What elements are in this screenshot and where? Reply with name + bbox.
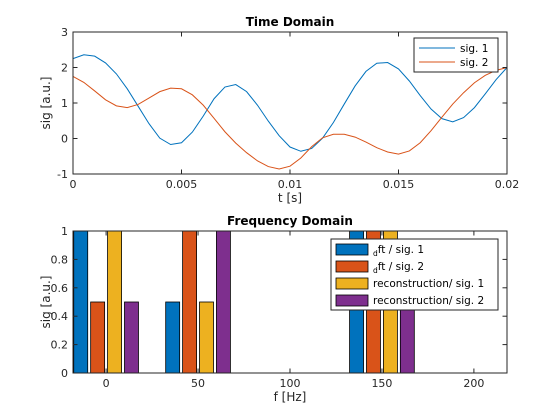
y-tick-label: 0	[61, 133, 68, 146]
legend-label-3: reconstruction/ sig. 1	[373, 278, 484, 290]
bar-0hz-series-2	[90, 301, 106, 374]
legend-label-subscript: d	[373, 249, 378, 258]
y-axis-label: sig [a.u.]	[39, 77, 53, 130]
x-tick-label: 200	[463, 377, 484, 390]
x-tick-label: 0	[70, 178, 77, 191]
legend-label-text: ft / sig. 2	[378, 261, 424, 273]
y-tick-label: 0.4	[51, 310, 69, 323]
x-tick-label: 0.015	[383, 178, 415, 191]
bar-150hz-series-4	[399, 301, 415, 374]
x-axis-label: f [Hz]	[274, 390, 307, 404]
series-line-2	[72, 67, 508, 170]
series-line-1	[72, 54, 508, 152]
legend-swatch-2	[335, 260, 369, 273]
bar-0hz-series-4	[124, 301, 139, 374]
chart-title: Time Domain	[246, 15, 335, 29]
legend-label-1: dft / sig. 1	[373, 244, 424, 258]
y-tick-label: 2	[61, 62, 68, 75]
y-tick-label: 0	[61, 367, 68, 380]
x-tick-label: 0.005	[166, 178, 198, 191]
legend-swatch-4	[335, 294, 369, 307]
legend-label-4: reconstruction/ sig. 2	[373, 295, 484, 307]
y-tick-label: 1	[61, 97, 68, 110]
bar-50hz-series-4	[216, 230, 231, 374]
legend-swatch-3	[335, 277, 369, 290]
x-tick-label: 50	[191, 377, 205, 390]
y-tick-label: -1	[57, 168, 68, 181]
y-tick-label: 1	[61, 225, 68, 238]
series-lines	[72, 54, 508, 170]
bar-50hz-series-1	[165, 301, 181, 374]
legend-label-2: sig. 2	[460, 57, 488, 69]
x-tick-label: 0	[103, 377, 110, 390]
frequency-domain-axes: 0 50 100 150 200 0 0.2 0.4 0.6 0.8 1 Frequency Doma…	[39, 214, 508, 404]
y-tick-label: 3	[61, 26, 68, 39]
x-tick-label: 0.02	[495, 178, 520, 191]
y-tick-label: 0.2	[51, 339, 69, 352]
bar-50hz-series-2	[182, 230, 197, 374]
legend-label-2: dft / sig. 2	[373, 261, 424, 275]
bar-0hz-series-1	[73, 230, 89, 374]
legend-label-text: ft / sig. 1	[378, 244, 424, 256]
x-tick-label: 0.01	[278, 178, 303, 191]
legend-label-1: sig. 1	[460, 43, 488, 55]
x-tick-label: 150	[371, 377, 392, 390]
bar-0hz-series-3	[107, 230, 122, 374]
y-axis-label: sig [a.u.]	[39, 276, 53, 329]
legend-swatch-1	[335, 243, 369, 256]
legend: sig. 1 sig. 2	[413, 37, 499, 73]
x-tick-label: 100	[280, 377, 301, 390]
legend-box	[413, 37, 499, 73]
legend-label-subscript: d	[373, 266, 378, 275]
bar-50hz-series-3	[199, 301, 214, 374]
chart-title: Frequency Domain	[227, 214, 353, 228]
x-axis-label: t [s]	[278, 191, 302, 205]
y-tick-label: 0.6	[51, 282, 69, 295]
y-tick-label: 0.8	[51, 253, 69, 266]
